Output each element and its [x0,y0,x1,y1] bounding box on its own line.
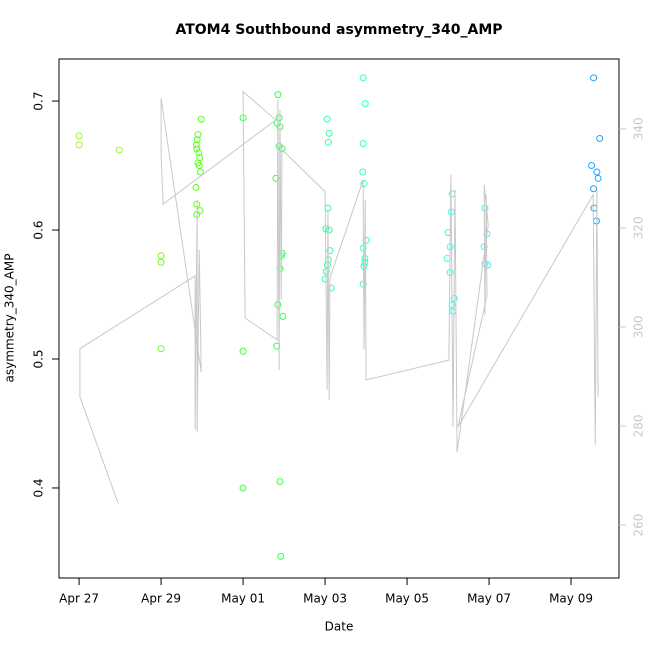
y2-tick-label: 300 [632,315,646,338]
point [75,132,83,140]
point [359,74,367,82]
point [359,168,367,176]
point [194,131,202,139]
y2-tick-label: 320 [632,216,646,239]
point [361,100,369,108]
point [192,141,200,149]
x-tick-label: May 09 [549,592,593,606]
y2-tick-label: 260 [632,514,646,537]
point [277,552,285,560]
x-tick-label: May 03 [303,592,347,606]
y2-tick-label: 340 [632,117,646,140]
x-axis-label: Date [325,620,354,634]
point [324,138,332,146]
point [157,258,165,266]
chart-title: ATOM4 Southbound asymmetry_340_AMP [175,22,502,38]
point [325,129,333,137]
point [239,484,247,492]
point [274,301,282,309]
y2-tick-label: 280 [632,415,646,438]
x-tick-label: Apr 27 [59,592,99,606]
point [359,140,367,148]
point [272,174,280,182]
line-series [79,90,599,504]
point [279,312,287,320]
point [360,180,368,188]
point [481,204,489,212]
point [594,174,602,182]
y-tick-label: 0.7 [32,91,46,110]
point [596,134,604,142]
point [75,141,83,149]
point [196,168,204,176]
point [157,345,165,353]
y-tick-label: 0.4 [32,478,46,497]
point [197,115,205,123]
point [193,145,201,153]
point [588,162,596,170]
point [323,115,331,123]
point [274,91,282,99]
point [193,136,201,144]
x-tick-label: May 01 [221,592,265,606]
point [195,149,203,157]
y-axis-label: asymmetry_340_AMP [3,254,17,383]
point [590,185,598,193]
plot-frame [58,58,620,579]
x-tick-label: Apr 29 [141,592,181,606]
point [239,347,247,355]
point [326,247,334,255]
point [593,168,601,176]
point [192,183,200,191]
y-tick-label: 0.5 [32,349,46,368]
point [195,162,203,170]
point [590,74,598,82]
point [115,146,123,154]
point [276,478,284,486]
x-tick-label: May 07 [467,592,511,606]
x-tick-label: May 05 [385,592,429,606]
y-tick-label: 0.6 [32,220,46,239]
point [325,226,333,234]
